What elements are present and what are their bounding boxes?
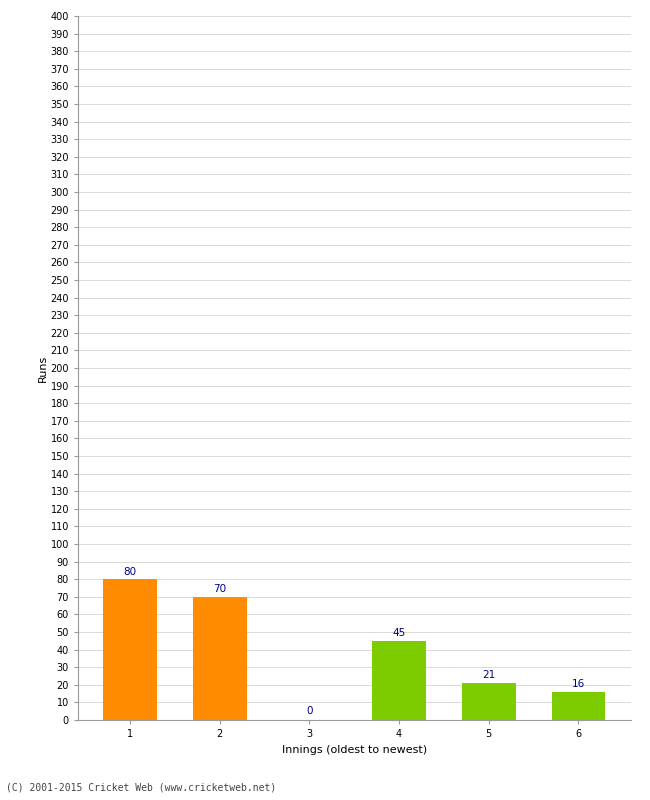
Text: (C) 2001-2015 Cricket Web (www.cricketweb.net): (C) 2001-2015 Cricket Web (www.cricketwe… <box>6 782 277 792</box>
Y-axis label: Runs: Runs <box>38 354 47 382</box>
Bar <box>193 597 246 720</box>
Text: 0: 0 <box>306 706 313 717</box>
Text: 16: 16 <box>572 679 585 690</box>
Text: 45: 45 <box>393 628 406 638</box>
Bar <box>462 683 515 720</box>
Text: 80: 80 <box>124 566 136 577</box>
Bar <box>103 579 157 720</box>
Bar <box>372 641 426 720</box>
Text: 70: 70 <box>213 584 226 594</box>
X-axis label: Innings (oldest to newest): Innings (oldest to newest) <box>281 745 427 754</box>
Text: 21: 21 <box>482 670 495 680</box>
Bar <box>552 692 605 720</box>
